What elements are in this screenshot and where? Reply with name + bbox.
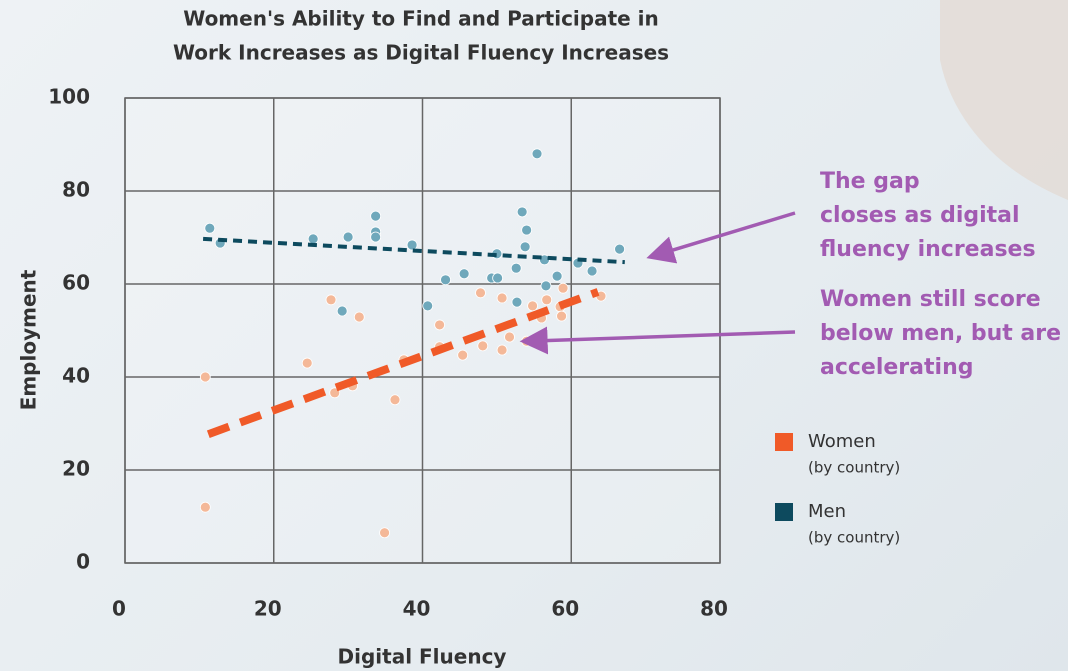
annotation-arrow [646, 211, 796, 264]
point [521, 224, 533, 236]
annotation: accelerating [820, 355, 973, 380]
point [370, 210, 382, 222]
x-tick-label: 80 [700, 597, 728, 621]
annotation: Women still score [820, 287, 1041, 312]
point [496, 292, 508, 304]
x-tick-label: 0 [112, 597, 126, 621]
y-tick-label: 100 [48, 85, 90, 109]
y-axis-title: Employment [17, 269, 41, 410]
annotation: closes as digital [820, 203, 1020, 228]
point [199, 371, 211, 383]
x-axis-title: Digital Fluency [338, 645, 507, 669]
point [527, 300, 538, 312]
point [586, 265, 598, 277]
annotation: fluency increases [820, 237, 1036, 262]
legend-label: Women [808, 431, 876, 452]
legend-swatch [775, 433, 793, 451]
point [353, 311, 365, 323]
point [496, 344, 508, 356]
annotation: below men, but are [820, 321, 1061, 346]
point [457, 349, 469, 361]
legend-label: Men [808, 501, 846, 522]
point [510, 262, 522, 274]
annotation: The gap [820, 169, 920, 194]
point [557, 282, 569, 294]
point [540, 280, 552, 292]
point [551, 270, 563, 282]
point [370, 231, 382, 243]
point [519, 241, 531, 253]
point [458, 268, 470, 280]
point [199, 501, 211, 513]
point [556, 310, 567, 322]
x-tick-label: 60 [551, 597, 579, 621]
y-tick-label: 60 [62, 271, 90, 295]
y-tick-label: 20 [62, 457, 90, 481]
point [204, 222, 216, 234]
point [379, 527, 390, 539]
point [475, 287, 486, 299]
point [440, 274, 451, 286]
point [541, 294, 553, 306]
point [406, 239, 418, 251]
point [477, 340, 489, 352]
point [325, 294, 337, 306]
trend-line [202, 236, 625, 265]
chart-title: Work Increases as Digital Fluency Increa… [173, 41, 669, 65]
point [614, 243, 625, 255]
legend-note: (by country) [808, 459, 900, 477]
point [516, 206, 528, 218]
point [504, 331, 515, 343]
point [389, 394, 401, 406]
point [342, 231, 354, 243]
point [307, 233, 319, 245]
y-tick-label: 0 [76, 550, 90, 574]
trend-line [206, 288, 600, 438]
point [531, 148, 543, 160]
point [434, 319, 446, 331]
point [511, 296, 523, 308]
chart-title: Women's Ability to Find and Participate … [183, 7, 659, 31]
legend-swatch [775, 503, 793, 521]
x-tick-label: 20 [254, 597, 282, 621]
annotation-arrow [519, 326, 796, 355]
background-hand [940, 0, 1068, 200]
x-tick-label: 40 [403, 597, 431, 621]
point [336, 305, 348, 317]
point [422, 300, 434, 312]
y-tick-label: 80 [62, 178, 90, 202]
point [301, 357, 313, 369]
y-tick-label: 40 [62, 364, 90, 388]
legend-note: (by country) [808, 529, 900, 547]
point [492, 272, 504, 284]
